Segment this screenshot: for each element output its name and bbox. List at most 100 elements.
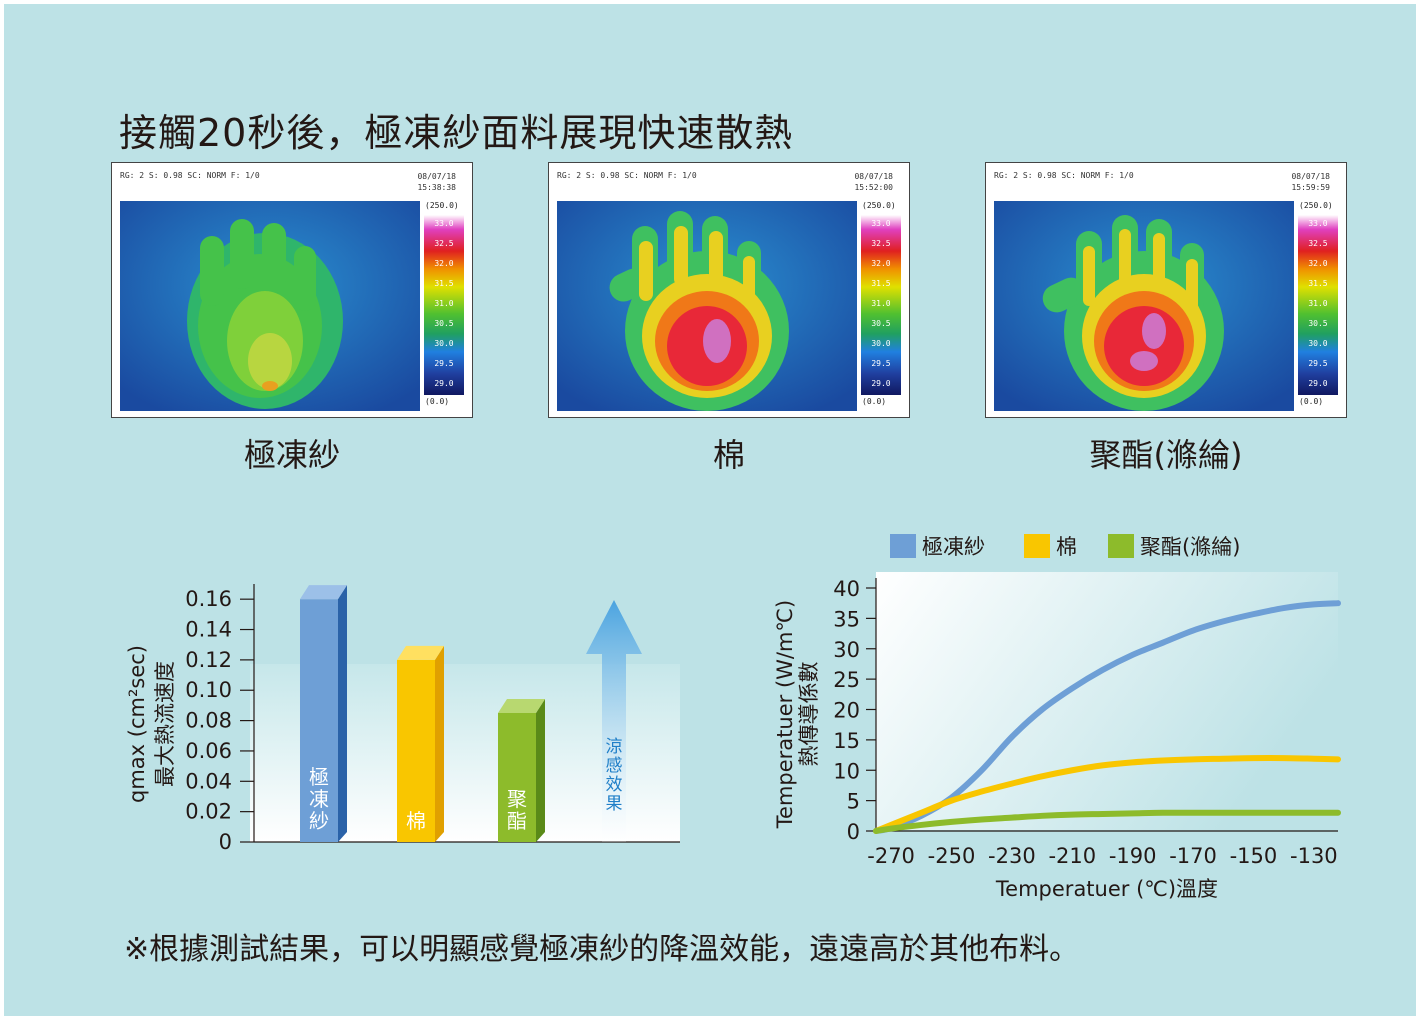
bar (397, 659, 435, 842)
bar-top (498, 699, 545, 713)
thermal-time: 15:59:59 (1291, 183, 1330, 192)
scale-tick-label: 32.5 (1308, 239, 1328, 248)
y-axis-title: qmax (cm²sec) 最大熱流速度 (125, 645, 177, 803)
y-axis-label-chinese: 最大熱流速度 (153, 661, 177, 787)
bar-label: 極 (309, 765, 329, 789)
thermal-datetime: 08/07/18 15:59:59 (1291, 171, 1330, 193)
legend-label: 極凍紗 (922, 535, 985, 559)
y-tick-label: 0.14 (185, 618, 232, 642)
legend-label: 棉 (1056, 535, 1077, 559)
y-tick-label: 25 (833, 668, 860, 692)
legend-swatch (1108, 534, 1134, 558)
axes: 40 35 30 25 20 15 10 5 0 -270 -250 -230 -210 -190 -170… (833, 577, 1338, 868)
bar-top (300, 585, 347, 600)
bar-series: 極凍紗 棉 聚酯 (300, 585, 545, 842)
legend-swatch (1024, 534, 1050, 558)
x-tick-label: -150 (1230, 844, 1278, 868)
legend-label: 聚酯(滌綸) (1140, 535, 1240, 559)
bar-chart: 0.16 0.14 0.12 0.10 0.08 0.06 0.04 0.02 0 qmax (… (125, 584, 680, 854)
y-axis-label-chinese: 熱傳導係數 (797, 662, 821, 767)
color-scale-bar (1298, 215, 1338, 395)
x-tick-label: -210 (1048, 844, 1096, 868)
series-line (873, 809, 1341, 834)
thermal-header: RG: 2 S: 0.98 SC: NORM F: 1/0 (557, 171, 697, 180)
scale-tick-label: 31.0 (1308, 299, 1328, 308)
y-tick-label: 35 (833, 607, 860, 631)
series-line (873, 755, 1341, 834)
x-tick-label: -270 (867, 844, 915, 868)
scale-tick-label: 31.5 (1308, 279, 1328, 288)
scale-tick-label: 32.0 (1308, 259, 1328, 268)
scale-max-label: (250.0) (862, 201, 896, 210)
thermal-caption: 棉 (712, 436, 745, 474)
arrow-label-char: 效 (606, 775, 623, 795)
line-chart: 極凍紗棉聚酯(滌綸) 4035302520151050-270 -250 -230-… (773, 534, 1341, 901)
x-tick-label: -170 (1169, 844, 1217, 868)
scale-min-label: (0.0) (425, 397, 450, 406)
y-tick-label: 5 (847, 790, 860, 814)
scale-tick-label: 30.5 (1308, 319, 1328, 328)
thermal-date: 08/07/18 (854, 172, 893, 181)
scale-tick-label: 30.0 (1308, 339, 1328, 348)
footnote: ※根據測試結果，可以明顯感覺極凍紗的降溫效能，遠遠高於其他布料。 (124, 932, 1080, 967)
thermal-hand-image (557, 201, 857, 411)
x-tick-label: -230 (988, 844, 1036, 868)
x-tick-label: -190 (1109, 844, 1157, 868)
scale-min-label: (0.0) (1299, 397, 1324, 406)
scale-tick-label: 31.5 (434, 279, 454, 288)
y-tick-label: 0 (219, 830, 232, 854)
scale-tick-label: 33.0 (1308, 219, 1328, 228)
arrow-label: 涼感效果 (606, 737, 623, 814)
axis-titles: Temperatuer (℃)溫度 Temperatuer (W/m℃) 熱傳導係數 (773, 600, 1218, 901)
page-background: 接觸20秒後，極凍紗面料展現快速散熱 RG: 2 S: 0.98 SC: NOR… (4, 4, 1416, 1016)
temperature-scale: (250.0) (0.0) 33.0 32.5 32.0 31.5 31.0 30.5 30… (1297, 201, 1339, 409)
y-axis-label: qmax (cm²sec) (125, 645, 149, 803)
scale-tick-label: 32.0 (871, 259, 891, 268)
scale-tick-label: 32.5 (871, 239, 891, 248)
y-tick-label: 30 (833, 638, 860, 662)
thermal-hand-image (994, 201, 1294, 411)
thermal-image-panel: RG: 2 S: 0.98 SC: NORM F: 1/0 08/07/18 15… (985, 162, 1347, 418)
temperature-scale: (250.0) (0.0) 33.0 32.5 32.0 31.5 31.0 30.5 30… (423, 201, 465, 409)
color-scale-bar (861, 215, 901, 395)
scale-tick-label: 33.0 (871, 219, 891, 228)
y-tick-label: 20 (833, 699, 860, 723)
scale-tick-label: 30.0 (871, 339, 891, 348)
bar (498, 713, 536, 842)
bar-side (536, 699, 545, 842)
y-tick-label: 40 (833, 577, 860, 601)
scale-tick-label: 32.5 (434, 239, 454, 248)
thermal-caption: 極凍紗 (243, 436, 340, 474)
thermal-datetime: 08/07/18 15:52:00 (854, 171, 893, 193)
cooling-effect-arrow: 涼感效果 (586, 600, 642, 842)
color-scale-bar (424, 215, 464, 395)
y-tick-label: 0.16 (185, 587, 232, 611)
thermal-image-panel: RG: 2 S: 0.98 SC: NORM F: 1/0 08/07/18 15… (548, 162, 910, 418)
arrow-label-char: 感 (606, 756, 623, 776)
scale-tick-label: 29.0 (1308, 379, 1328, 388)
scale-tick-label: 33.0 (434, 219, 454, 228)
bar-label: 酯 (507, 809, 527, 833)
y-tick-label: 0 (847, 820, 860, 844)
x-axis-label: Temperatuer (℃)溫度 (995, 877, 1218, 901)
bar-top (397, 645, 444, 660)
thermal-image-panel: RG: 2 S: 0.98 SC: NORM F: 1/0 08/07/18 15… (111, 162, 473, 418)
y-tick-label: 0.06 (185, 739, 232, 763)
line-series (873, 600, 1341, 834)
y-tick-label: 0.08 (185, 709, 232, 733)
scale-tick-label: 30.5 (434, 319, 454, 328)
scale-tick-label: 30.0 (434, 339, 454, 348)
y-tick-label: 0.04 (185, 769, 232, 793)
scale-tick-label: 29.0 (434, 379, 454, 388)
bar-label: 聚 (507, 787, 527, 811)
thermal-time: 15:38:38 (417, 183, 456, 192)
thermal-datetime: 08/07/18 15:38:38 (417, 171, 456, 193)
thermal-hand-image (120, 201, 420, 411)
thermal-date: 08/07/18 (1291, 172, 1330, 181)
legend-swatch (890, 534, 916, 558)
y-axis-label: Temperatuer (W/m℃) (773, 600, 797, 829)
scale-tick-label: 32.0 (434, 259, 454, 268)
scale-tick-label: 31.0 (434, 299, 454, 308)
thermal-caption: 聚酯(滌綸) (1089, 436, 1243, 474)
bar-side (338, 585, 347, 842)
